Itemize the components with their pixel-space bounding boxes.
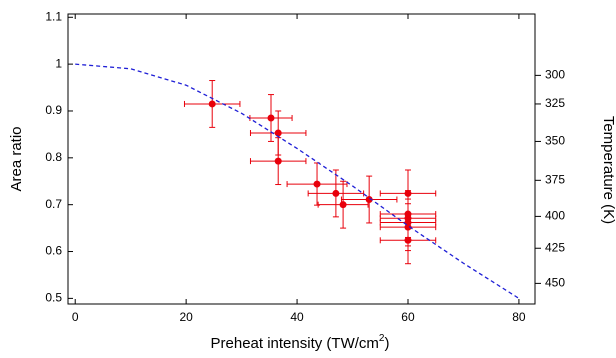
y2-tick-label: 300 [545,68,565,82]
y2-tick-label: 375 [545,172,565,186]
y-tick-label: 0.5 [45,291,62,305]
x-tick-label: 20 [179,310,193,324]
plot-frame [67,13,536,305]
x-axis-title-part: ) [384,335,389,352]
x-axis-title-sup: 2 [379,333,385,344]
y-tick-label: 0.8 [45,150,62,164]
y2-tick-label: 425 [545,240,565,254]
data-point [208,100,216,108]
y-tick-label: 0.9 [45,103,62,117]
data-point [365,196,373,204]
data-point [332,189,340,197]
y2-tick-label: 450 [545,276,565,290]
data-point [267,114,275,122]
x-tick-label: 0 [72,310,79,324]
data-point [339,201,347,209]
x-tick-label: 60 [401,310,415,324]
x-axis-title: Preheat intensity (TW/cm2) [211,333,390,352]
y2-tick-label: 350 [545,134,565,148]
data-point [404,236,412,244]
data-point [313,180,321,188]
y2-tick-label: 325 [545,96,565,110]
y-tick-label: 1.1 [45,9,62,23]
x-axis-title-part: Preheat intensity (TW/cm [211,335,379,352]
model-curve [75,63,520,299]
y2-axis-title: Temperature (K) [600,116,616,224]
x-tick-label: 80 [512,310,526,324]
data-point [274,157,282,165]
y2-tick-label: 400 [545,209,565,223]
y-axis-title: Area ratio [8,126,25,191]
x-tick-label: 40 [290,310,304,324]
data-point [274,129,282,137]
y-tick-label: 1 [55,56,62,70]
y-tick-label: 0.6 [45,244,62,258]
y-tick-label: 0.7 [45,197,62,211]
